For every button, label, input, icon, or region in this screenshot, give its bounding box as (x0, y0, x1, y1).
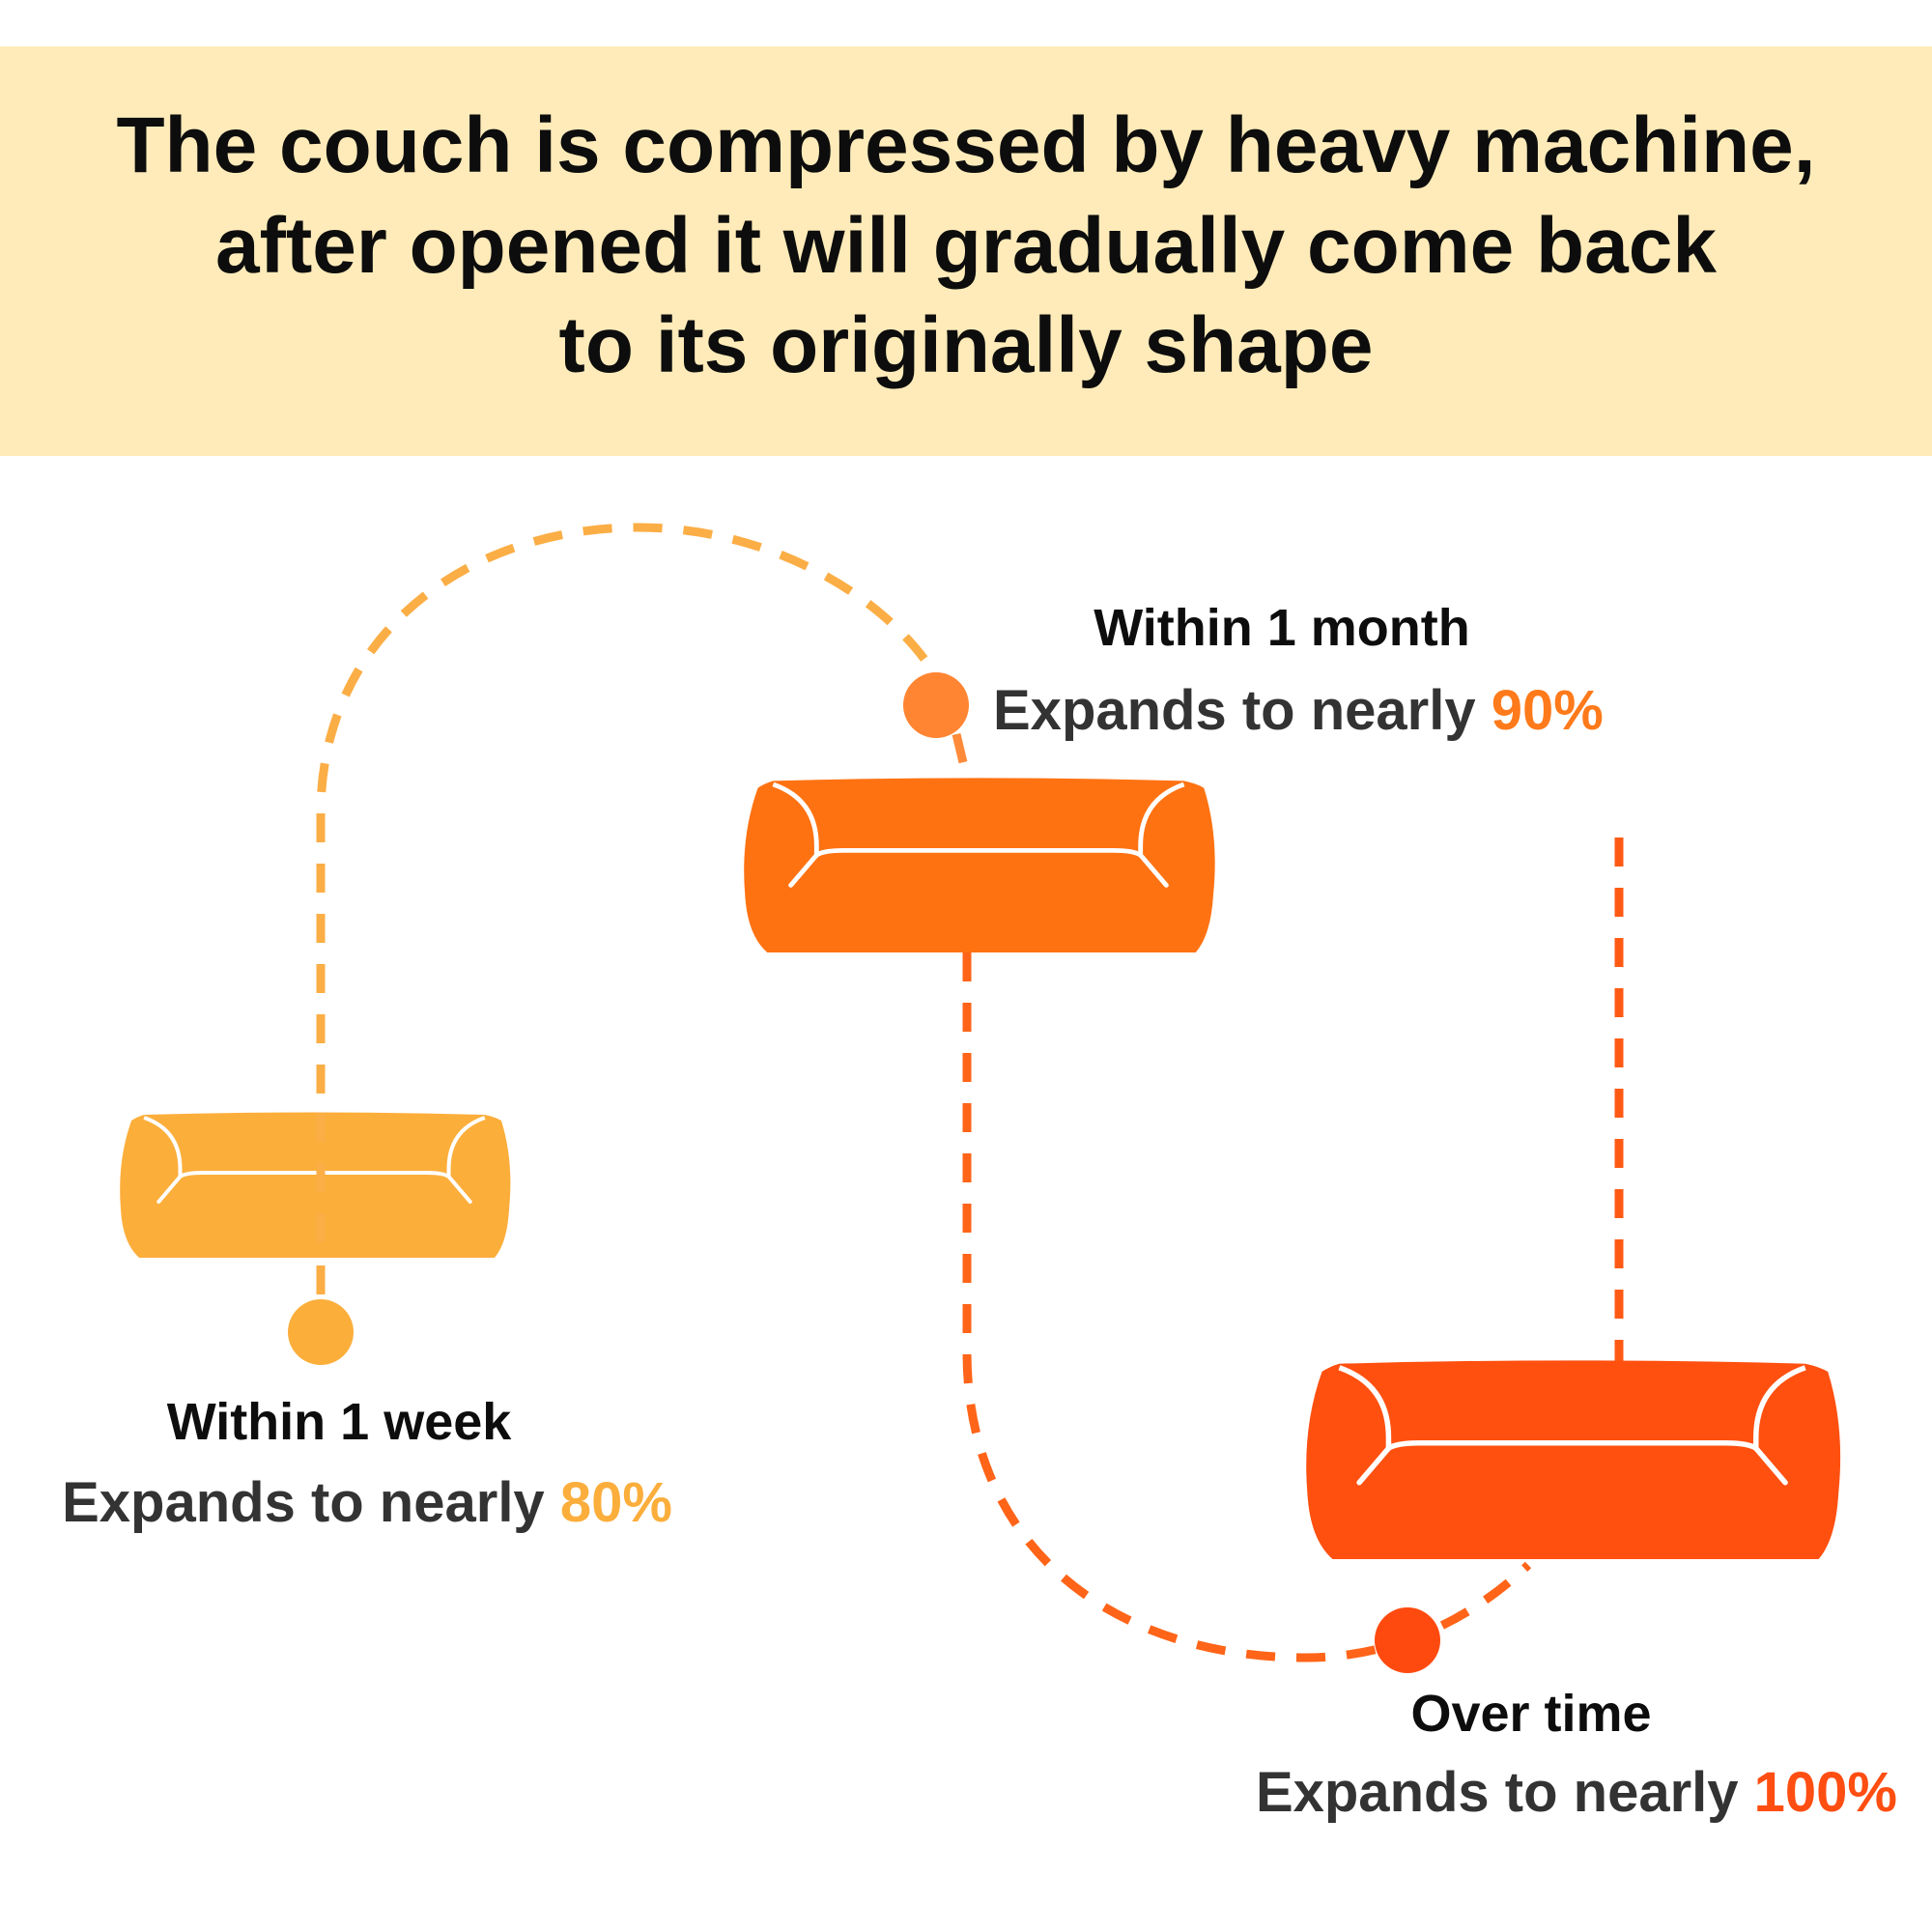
connector-1b (952, 732, 972, 781)
connector-1 (316, 523, 940, 1294)
title-line-1: The couch is compressed by heavy machine… (116, 101, 1815, 189)
stage-1-text: Expands to nearly 80% (62, 1471, 672, 1534)
stage-2-heading: Within 1 month (1094, 599, 1469, 657)
sofa-icon (120, 1112, 511, 1258)
stage-3-heading: Over time (1410, 1685, 1651, 1743)
sofa-icon (1306, 1360, 1841, 1560)
sofa-icon (744, 778, 1215, 952)
stage-1-heading: Within 1 week (167, 1393, 513, 1451)
title-banner (0, 46, 1932, 456)
connector-2 (962, 952, 1532, 1662)
title-line-2: after opened it will gradually come back (215, 202, 1717, 290)
title-line-3: to its originally shape (559, 301, 1374, 389)
timeline-dot-icon (903, 672, 969, 738)
timeline-dot-icon (288, 1299, 354, 1365)
stage-3-text: Expands to nearly 100% (1256, 1761, 1897, 1824)
stage-2-text: Expands to nearly 90% (993, 679, 1604, 742)
timeline-dot-icon (1375, 1607, 1440, 1673)
